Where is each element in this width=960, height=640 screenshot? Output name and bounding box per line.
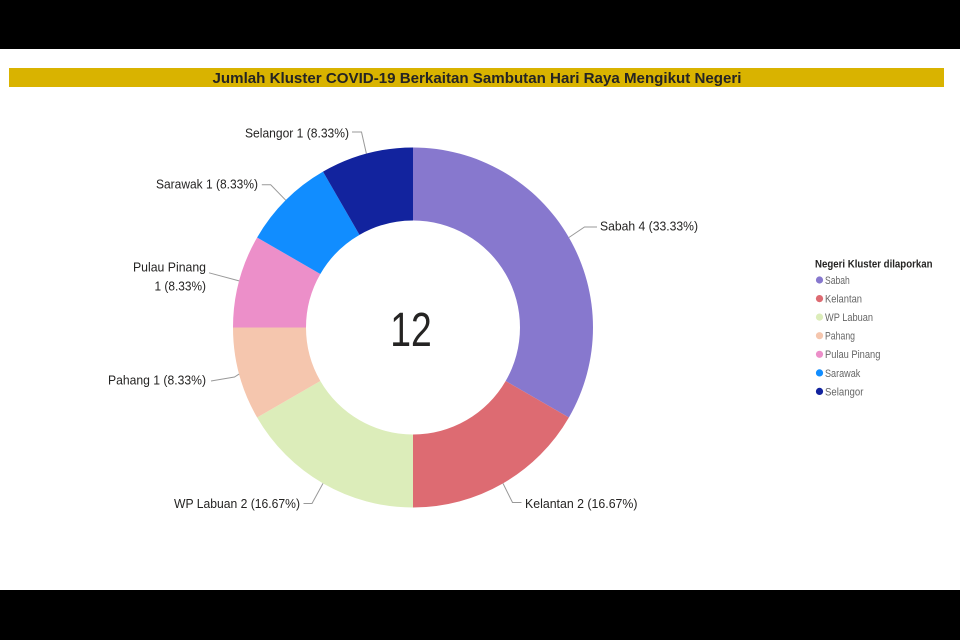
svg-text:Selangor: Selangor bbox=[825, 386, 864, 398]
svg-text:Kelantan: Kelantan bbox=[825, 294, 862, 306]
svg-text:1 (8.33%): 1 (8.33%) bbox=[155, 279, 207, 293]
svg-text:Pahang: Pahang bbox=[825, 331, 855, 343]
svg-text:WP Labuan 2 (16.67%): WP Labuan 2 (16.67%) bbox=[174, 497, 300, 511]
svg-text:Sarawak: Sarawak bbox=[825, 368, 861, 380]
svg-text:WP Labuan: WP Labuan bbox=[825, 312, 873, 324]
svg-text:Sabah 4 (33.33%): Sabah 4 (33.33%) bbox=[600, 220, 698, 234]
svg-text:Pulau Pinang: Pulau Pinang bbox=[825, 349, 880, 361]
svg-text:Jumlah Kluster COVID-19 Berkai: Jumlah Kluster COVID-19 Berkaitan Sambut… bbox=[213, 70, 742, 87]
svg-text:Selangor 1 (8.33%): Selangor 1 (8.33%) bbox=[245, 126, 349, 140]
svg-text:Negeri Kluster dilaporkan: Negeri Kluster dilaporkan bbox=[815, 259, 933, 271]
svg-text:Pulau Pinang: Pulau Pinang bbox=[133, 261, 206, 275]
svg-text:Sarawak 1 (8.33%): Sarawak 1 (8.33%) bbox=[156, 178, 258, 192]
svg-text:Pahang 1 (8.33%): Pahang 1 (8.33%) bbox=[108, 374, 206, 388]
svg-text:12: 12 bbox=[390, 304, 432, 357]
svg-text:Sabah: Sabah bbox=[825, 275, 850, 287]
svg-text:Kelantan 2 (16.67%): Kelantan 2 (16.67%) bbox=[525, 497, 638, 511]
